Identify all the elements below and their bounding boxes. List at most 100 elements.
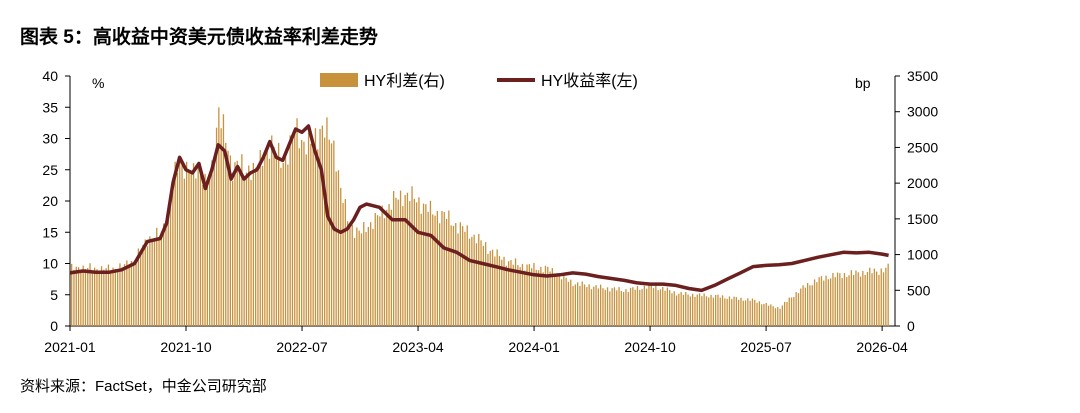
spread-bar	[321, 125, 323, 326]
spread-bar	[609, 291, 611, 326]
spread-bar	[478, 234, 480, 326]
spread-bar	[652, 288, 655, 326]
spread-bar	[671, 293, 673, 326]
spread-bar	[192, 163, 195, 326]
spread-bar	[802, 285, 804, 326]
spread-bar	[434, 215, 436, 326]
spread-bar	[786, 302, 788, 326]
spread-bar	[169, 197, 172, 326]
spread-bar	[427, 211, 429, 326]
spread-bar	[273, 146, 275, 326]
spread-bar	[153, 238, 156, 326]
spread-bar	[811, 285, 813, 326]
spread-bar	[289, 135, 291, 326]
spread-bar	[643, 285, 645, 326]
spread-bar	[353, 237, 356, 326]
spread-bar	[577, 282, 579, 326]
legend-bar-label: HY利差(右)	[364, 72, 445, 90]
spread-bar	[356, 227, 358, 326]
spread-bar	[549, 271, 551, 326]
spread-bar	[215, 127, 218, 326]
spread-bar	[554, 275, 556, 326]
spread-bar	[234, 162, 236, 326]
spread-bar	[156, 227, 158, 326]
spread-bar	[777, 307, 779, 326]
spread-bar	[137, 248, 139, 326]
spread-bar	[119, 263, 121, 326]
spread-bar	[744, 300, 747, 326]
spread-bar	[866, 272, 869, 326]
spread-bar	[462, 226, 464, 326]
spread-bar	[751, 298, 754, 326]
spread-bar	[365, 232, 367, 326]
spread-bar	[468, 238, 471, 326]
spread-bar	[618, 287, 620, 326]
spread-bar	[595, 285, 597, 326]
spread-bar	[404, 195, 406, 326]
spread-bar	[91, 270, 93, 326]
spread-bar	[305, 154, 307, 326]
right-axis-unit: bp	[855, 75, 871, 91]
spread-bar	[703, 293, 705, 326]
spread-bar	[425, 204, 427, 326]
spread-bar	[572, 286, 574, 326]
spread-bar	[682, 294, 685, 326]
legend-line-label: HY收益率(左)	[541, 72, 638, 90]
spread-bar	[604, 289, 606, 326]
spread-bar	[761, 304, 763, 326]
spread-bar	[209, 175, 211, 326]
x-axis-ticks: 2021-01 2021-10 2022-07 2023-04 2024-01 2024-…	[44, 326, 908, 355]
spread-bar	[206, 183, 208, 326]
chart-title: 图表 5：高收益中资美元债收益率利差走势	[20, 27, 378, 48]
spread-bar	[416, 202, 418, 326]
spread-bar	[160, 231, 162, 326]
spread-bar	[261, 165, 264, 326]
spread-bar	[694, 296, 696, 326]
spread-bar	[659, 289, 662, 326]
spread-bar	[257, 170, 259, 326]
spread-bar	[114, 268, 116, 326]
spread-bar	[199, 166, 202, 326]
spread-bar	[563, 274, 565, 326]
spread-bar	[687, 294, 689, 326]
spread-bar	[151, 238, 153, 326]
spread-bar	[117, 271, 119, 326]
source-note: 资料来源：FactSet，中金公司研究部	[20, 378, 267, 395]
spread-bar	[471, 236, 473, 326]
spread-bar	[820, 276, 823, 326]
spread-bar	[864, 274, 866, 326]
spread-bar	[871, 273, 873, 326]
x-tick-label: 2021-01	[44, 339, 96, 355]
spread-bar	[836, 272, 839, 326]
spread-bar	[96, 269, 98, 326]
spread-bar	[574, 284, 576, 326]
spread-bar	[73, 269, 75, 326]
spread-bar	[397, 199, 399, 326]
spread-bar	[381, 205, 383, 326]
spread-bar	[560, 279, 563, 326]
spread-bar	[719, 297, 721, 326]
spread-bar	[655, 285, 657, 326]
spread-bar	[793, 297, 795, 326]
spread-bar	[473, 234, 475, 326]
spread-bar	[565, 277, 567, 326]
legend: HY利差(右) HY收益率(左)	[320, 72, 638, 90]
spread-bar	[80, 272, 82, 326]
spread-bar	[887, 263, 889, 326]
x-tick-label: 2025-07	[740, 339, 792, 355]
left-tick-label: 20	[42, 193, 58, 209]
spread-bar	[367, 226, 369, 326]
right-axis-ticks: 0 500 1000 1500 2000 2500 3000 3500	[895, 68, 938, 334]
spread-bar	[524, 270, 526, 326]
spread-bar	[105, 268, 107, 326]
spread-bar	[130, 260, 133, 326]
spread-bar	[857, 272, 859, 326]
spread-bar	[885, 267, 887, 326]
spread-bar	[183, 178, 185, 326]
spread-bar	[537, 270, 540, 326]
spread-bar	[335, 171, 337, 326]
spread-bar	[542, 272, 544, 326]
spread-bar	[772, 306, 774, 326]
spread-bar	[728, 296, 731, 326]
spread-bar	[123, 264, 126, 326]
